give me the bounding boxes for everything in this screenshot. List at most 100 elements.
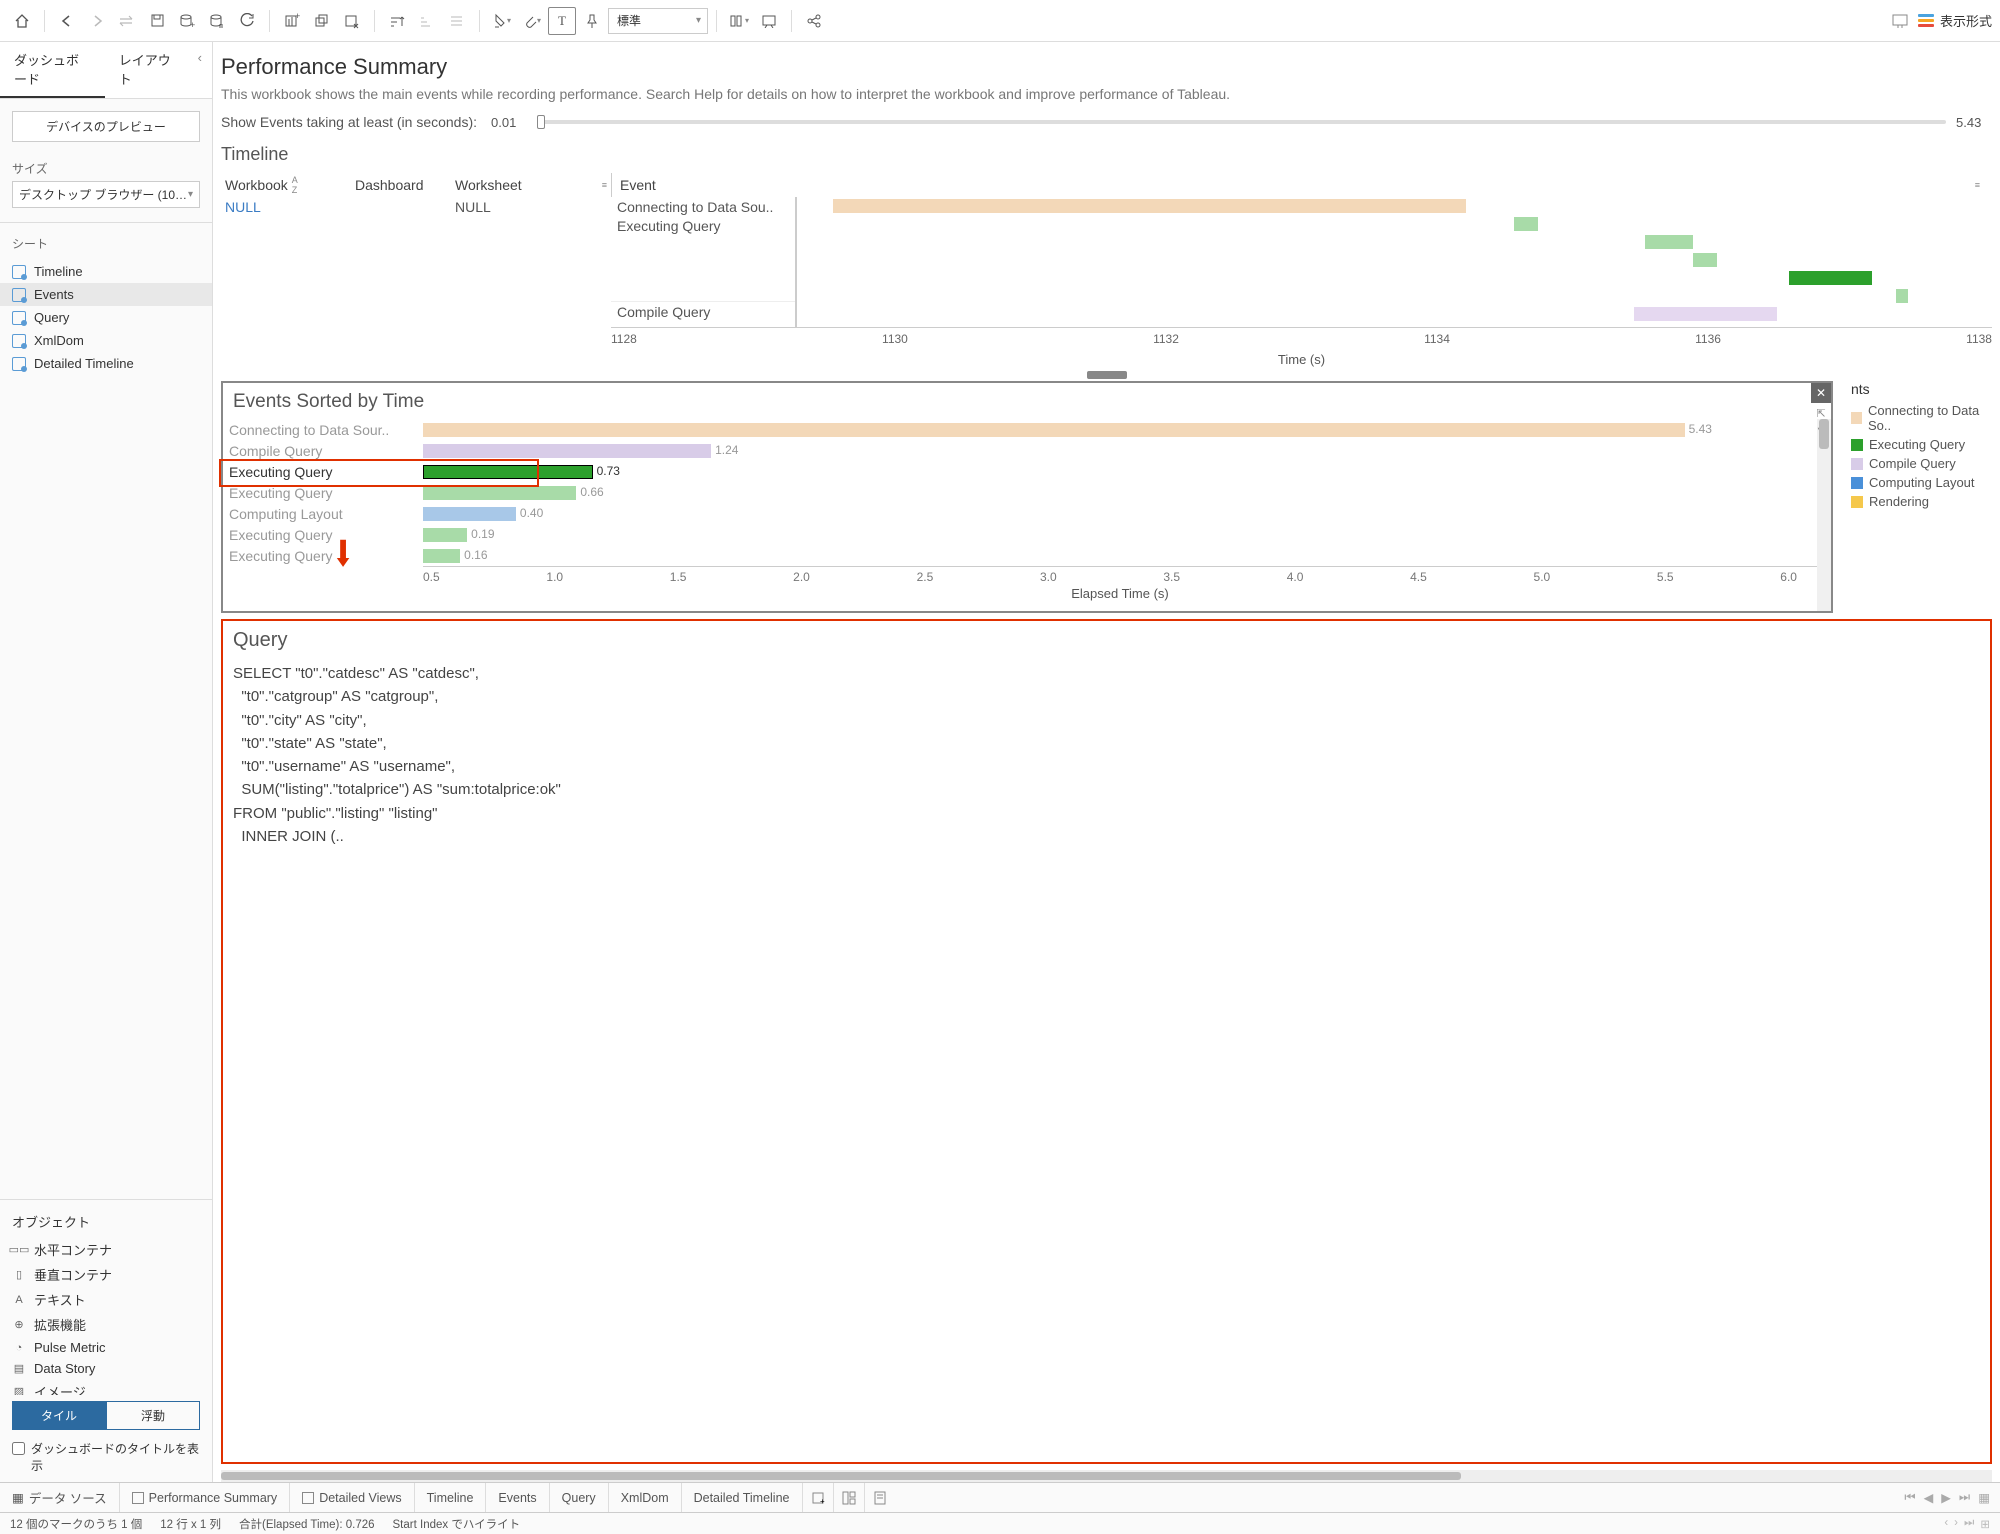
- col-worksheet[interactable]: Worksheet≡: [451, 173, 611, 197]
- totals-icon[interactable]: [443, 7, 471, 35]
- object-item[interactable]: ▨イメージ: [0, 1379, 212, 1395]
- tab-dashboard[interactable]: ダッシュボード: [0, 42, 105, 98]
- show-me-button[interactable]: 表示形式: [1918, 11, 1992, 30]
- tab-nav-controls[interactable]: ⏮◀▶⏭▦: [1904, 1490, 2000, 1505]
- col-dashboard[interactable]: Dashboard: [351, 173, 451, 197]
- legend-item[interactable]: Compile Query: [1851, 454, 1994, 473]
- new-worksheet-icon[interactable]: +: [278, 7, 306, 35]
- pin-icon[interactable]: [578, 7, 606, 35]
- canvas-hscroll[interactable]: [221, 1470, 1992, 1482]
- event-row[interactable]: Executing Query 0.19: [223, 524, 1817, 545]
- sheet-icon: [12, 265, 26, 279]
- sheet-item[interactable]: Timeline: [0, 260, 212, 283]
- sheet-item[interactable]: Events: [0, 283, 212, 306]
- object-label: Data Story: [34, 1361, 95, 1376]
- object-item[interactable]: ⊕拡張機能: [0, 1312, 212, 1337]
- event-row[interactable]: Compile Query 1.24: [223, 440, 1817, 461]
- status-nav[interactable]: ‹›⏭⊞: [1944, 1517, 1990, 1531]
- show-title-checkbox[interactable]: ダッシュボードのタイトルを表示: [0, 1436, 212, 1482]
- new-story-icon[interactable]: [865, 1483, 895, 1512]
- format-select[interactable]: 標準: [608, 8, 708, 34]
- workbook-value[interactable]: NULL: [221, 197, 351, 327]
- axis-tick: 1.5: [670, 570, 687, 584]
- presentation-icon[interactable]: [755, 7, 783, 35]
- event-row[interactable]: Executing Query 0.66: [223, 482, 1817, 503]
- gantt-bar[interactable]: [1789, 271, 1873, 285]
- event-row[interactable]: Computing Layout 0.40: [223, 503, 1817, 524]
- new-sheet-icon[interactable]: +: [803, 1483, 834, 1512]
- gantt-bar[interactable]: [1645, 235, 1693, 249]
- event-row[interactable]: Executing Query 0.16: [223, 545, 1817, 566]
- gantt-bar[interactable]: [833, 199, 1466, 213]
- object-item[interactable]: Aテキスト: [0, 1287, 212, 1312]
- axis-tick: 5.0: [1534, 570, 1551, 584]
- tile-toggle[interactable]: タイル: [12, 1401, 106, 1430]
- pause-data-icon[interactable]: [203, 7, 231, 35]
- object-item[interactable]: ▯垂直コンテナ: [0, 1262, 212, 1287]
- duplicate-icon[interactable]: [308, 7, 336, 35]
- tab-data-source[interactable]: ▦データ ソース: [0, 1483, 120, 1512]
- resize-grip[interactable]: [1087, 371, 1127, 379]
- legend-item[interactable]: Connecting to Data So..: [1851, 401, 1994, 435]
- gantt-bar[interactable]: [1514, 217, 1538, 231]
- home-icon[interactable]: [8, 7, 36, 35]
- sheet-item[interactable]: Detailed Timeline: [0, 352, 212, 375]
- event-label: Compile Query: [223, 443, 423, 459]
- clear-icon[interactable]: [338, 7, 366, 35]
- share-icon[interactable]: [800, 7, 828, 35]
- bottom-tab[interactable]: XmlDom: [609, 1483, 682, 1512]
- timeline-event-label: Executing Query: [611, 216, 795, 235]
- bottom-tab[interactable]: Detailed Views: [290, 1483, 414, 1512]
- timeline-xlabel: Time (s): [611, 350, 1992, 375]
- event-bar: [423, 507, 516, 521]
- text-tool-icon[interactable]: T: [548, 7, 576, 35]
- swap-icon[interactable]: [113, 7, 141, 35]
- events-scrollbar[interactable]: [1817, 419, 1831, 611]
- event-row[interactable]: Connecting to Data Sour.. 5.43: [223, 419, 1817, 440]
- legend-item[interactable]: Rendering: [1851, 492, 1994, 511]
- save-icon[interactable]: [143, 7, 171, 35]
- close-icon[interactable]: ✕: [1811, 383, 1831, 403]
- tab-layout[interactable]: レイアウト: [105, 42, 188, 98]
- sort-desc-icon[interactable]: [413, 7, 441, 35]
- bottom-tab[interactable]: Events: [486, 1483, 549, 1512]
- new-data-icon[interactable]: +: [173, 7, 201, 35]
- legend-item[interactable]: Executing Query: [1851, 435, 1994, 454]
- size-select[interactable]: デスクトップ ブラウザー (10…: [12, 181, 200, 208]
- bottom-tab[interactable]: Query: [550, 1483, 609, 1512]
- object-item[interactable]: ◔Pulse Metric: [0, 1337, 212, 1358]
- event-value: 0.66: [580, 485, 603, 499]
- new-dashboard-icon[interactable]: [834, 1483, 865, 1512]
- legend-swatch: [1851, 477, 1863, 489]
- bottom-tab[interactable]: Performance Summary: [120, 1483, 291, 1512]
- object-item[interactable]: ▤Data Story: [0, 1358, 212, 1379]
- forward-icon[interactable]: [83, 7, 111, 35]
- events-xlabel: Elapsed Time (s): [423, 584, 1817, 603]
- gantt-bar[interactable]: [1693, 253, 1717, 267]
- present-icon[interactable]: [1886, 7, 1914, 35]
- gantt-bar[interactable]: [1896, 289, 1908, 303]
- axis-tick: 1128: [611, 332, 637, 346]
- back-icon[interactable]: [53, 7, 81, 35]
- collapse-panel-icon[interactable]: ‹: [188, 42, 212, 98]
- legend-item[interactable]: Computing Layout: [1851, 473, 1994, 492]
- bottom-tab[interactable]: Detailed Timeline: [682, 1483, 803, 1512]
- device-preview-button[interactable]: デバイスのプレビュー: [12, 111, 200, 142]
- col-event[interactable]: Event≡: [611, 173, 1992, 197]
- events-legend: nts Connecting to Data So..Executing Que…: [1845, 379, 2000, 613]
- fit-icon[interactable]: ▾: [725, 7, 753, 35]
- sheet-item[interactable]: Query: [0, 306, 212, 329]
- sheet-item[interactable]: XmlDom: [0, 329, 212, 352]
- float-toggle[interactable]: 浮動: [106, 1401, 200, 1430]
- gantt-bar[interactable]: [1634, 307, 1777, 321]
- event-row[interactable]: Executing Query 0.73: [223, 461, 1817, 482]
- object-item[interactable]: ▭▭水平コンテナ: [0, 1237, 212, 1262]
- sort-asc-icon[interactable]: [383, 7, 411, 35]
- bottom-tabs: ▦データ ソース Performance SummaryDetailed Vie…: [0, 1482, 2000, 1512]
- refresh-icon[interactable]: [233, 7, 261, 35]
- filter-slider[interactable]: [537, 120, 1946, 124]
- highlight-icon[interactable]: ▾: [488, 7, 516, 35]
- attach-icon[interactable]: ▾: [518, 7, 546, 35]
- col-workbook[interactable]: WorkbookAZ: [221, 173, 351, 197]
- bottom-tab[interactable]: Timeline: [415, 1483, 487, 1512]
